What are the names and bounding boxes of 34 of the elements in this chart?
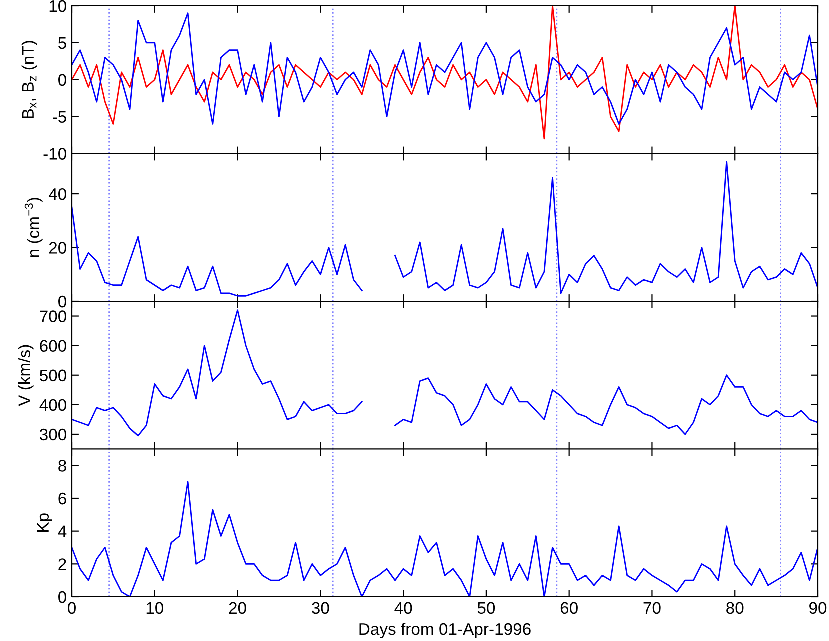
y-tick-label: 4 <box>58 526 67 538</box>
y-tick-label: 700 <box>40 310 66 322</box>
y-tick-label: 0 <box>58 74 66 86</box>
x-tick-label: 80 <box>726 602 744 614</box>
y-tick-label: 20 <box>49 242 66 254</box>
y-axis-title: n (cm$^{−3}$) <box>24 198 43 258</box>
y-axis-title: B$_{x}$, B$_{z}$ (nT) <box>22 41 38 118</box>
y-tick-label: 500 <box>40 370 66 382</box>
x-axis-title: Days from 01-Apr-1996 <box>360 622 531 638</box>
x-tick-label: 30 <box>312 602 330 614</box>
y-tick-label: -5 <box>53 111 66 124</box>
x-tick-label: 60 <box>560 602 578 614</box>
y-tick-label: 0 <box>58 296 66 308</box>
y-tick-label: 400 <box>40 399 66 412</box>
x-tick-label: 90 <box>810 602 827 614</box>
line-series <box>72 12 818 125</box>
x-tick-label: 20 <box>229 602 246 614</box>
y-tick-label: 6 <box>58 492 66 505</box>
y-axis-title: Kp <box>37 514 52 532</box>
y-tick-label: 2 <box>58 558 66 570</box>
y-tick-label: -10 <box>44 148 66 160</box>
x-tick-label: 10 <box>146 602 164 614</box>
x-tick-label: 40 <box>394 602 412 614</box>
y-axis-title: V (km/s) <box>18 345 34 406</box>
y-tick-label: 10 <box>50 0 66 12</box>
y-tick-label: 300 <box>40 428 66 441</box>
y-tick-label: 0 <box>58 591 66 604</box>
y-tick-label: 8 <box>58 460 66 472</box>
y-tick-label: 5 <box>58 38 66 50</box>
y-tick-label: 40 <box>48 188 66 200</box>
y-tick-label: 600 <box>40 340 66 352</box>
x-tick-label: 50 <box>478 602 496 614</box>
x-tick-label: 0 <box>68 602 76 614</box>
x-tick-label: 70 <box>644 602 661 614</box>
